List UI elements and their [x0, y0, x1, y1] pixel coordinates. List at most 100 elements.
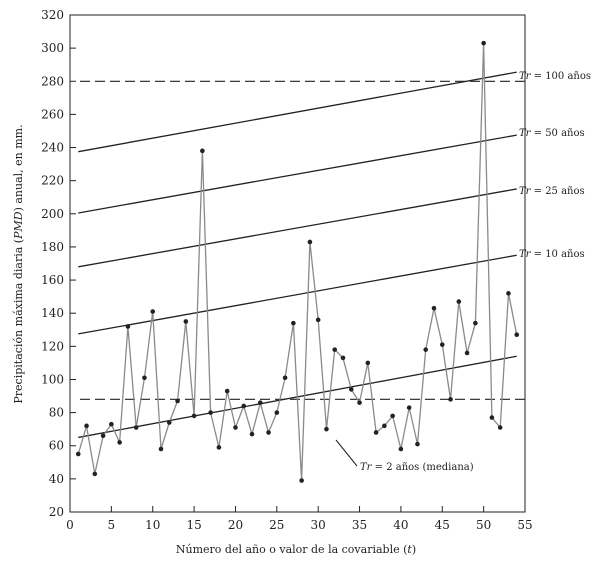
trend-line-tr10-label: Tr = 10 años [519, 249, 585, 260]
data-point-44 [431, 305, 437, 311]
y-tick-label-20: 20 [49, 505, 64, 519]
x-tick-label-35: 35 [352, 518, 367, 532]
x-tick-label-0: 0 [66, 518, 74, 532]
y-axis-title-suffix: ) anual, en mm. [12, 124, 25, 211]
trend-label-text: = 2 años (mediana) [371, 462, 473, 473]
data-point-1 [75, 451, 81, 457]
trend-label-text: = 100 años [530, 71, 591, 82]
data-point-23 [257, 400, 263, 405]
trend-label-var: Tr [519, 186, 532, 197]
y-tick-label-320: 320 [41, 8, 64, 22]
y-tick-label-200: 200 [41, 207, 64, 221]
y-tick-label-120: 120 [41, 339, 64, 353]
data-point-48 [464, 350, 470, 356]
data-point-30 [315, 317, 321, 323]
data-point-53 [506, 291, 511, 296]
data-point-3 [92, 471, 98, 477]
y-tick-label-160: 160 [41, 273, 64, 287]
data-point-6 [117, 440, 122, 445]
trend-label-var: Tr [519, 71, 532, 82]
data-point-39 [390, 413, 395, 419]
data-point-14 [183, 319, 189, 324]
data-point-37 [373, 430, 379, 435]
data-point-34 [348, 387, 354, 392]
x-tick-label-30: 30 [311, 518, 326, 532]
data-point-46 [448, 397, 453, 402]
x-axis-title-suffix: ) [412, 543, 416, 556]
x-tick-label-15: 15 [186, 518, 201, 532]
data-point-16 [200, 148, 205, 154]
data-point-49 [473, 320, 478, 326]
y-axis-title: Precipitación máxima diaria (PMD) anual,… [12, 124, 25, 403]
data-point-7 [125, 324, 131, 329]
data-point-28 [299, 478, 304, 483]
data-point-25 [274, 410, 280, 415]
data-point-40 [398, 446, 404, 452]
data-point-24 [266, 430, 271, 435]
y-tick-label-280: 280 [41, 74, 64, 88]
data-point-13 [175, 398, 180, 404]
y-tick-label-40: 40 [49, 472, 64, 486]
x-axis-title-var: t [407, 543, 412, 556]
data-point-35 [357, 400, 362, 405]
data-point-31 [324, 426, 329, 432]
trend-label-var: Tr [519, 249, 532, 260]
y-tick-label-300: 300 [41, 41, 64, 55]
data-point-54 [514, 332, 520, 338]
data-point-9 [142, 375, 147, 381]
series-line-0 [77, 43, 518, 481]
y-tick-label-100: 100 [41, 372, 64, 386]
data-point-15 [191, 413, 197, 419]
data-point-42 [415, 441, 420, 447]
x-tick-label-5: 5 [108, 518, 116, 532]
trend-line-tr50-label: Tr = 50 años [519, 128, 585, 139]
x-tick-label-45: 45 [435, 518, 450, 532]
data-point-10 [150, 309, 156, 314]
data-point-17 [208, 410, 213, 415]
x-tick-label-50: 50 [476, 518, 491, 532]
x-tick-label-40: 40 [393, 518, 408, 532]
x-tick-label-10: 10 [145, 518, 160, 532]
trend-label-text: = 25 años [530, 186, 584, 197]
data-point-8 [133, 425, 139, 430]
x-axis-title-prefix: Número del año o valor de la covariable … [176, 543, 408, 556]
y-tick-label-60: 60 [49, 439, 64, 453]
data-point-21 [241, 403, 247, 409]
data-point-41 [406, 405, 412, 410]
trend-line-tr25-label: Tr = 25 años [519, 186, 585, 197]
x-tick-label-25: 25 [269, 518, 284, 532]
trend-label-var: Tr [519, 128, 532, 139]
data-point-36 [365, 360, 371, 366]
y-axis-title-var: PMD [12, 211, 25, 240]
data-point-38 [382, 423, 387, 429]
trend-label-text: = 50 años [530, 128, 584, 139]
plot-frame [69, 14, 526, 513]
data-point-29 [307, 239, 313, 245]
x-axis-title: Número del año o valor de la covariable … [176, 543, 416, 556]
data-point-32 [332, 347, 338, 352]
y-tick-label-80: 80 [49, 406, 64, 420]
trend-line-tr10 [78, 254, 517, 335]
data-point-52 [497, 425, 503, 430]
data-point-47 [456, 299, 462, 304]
data-point-20 [233, 425, 238, 430]
data-point-27 [291, 320, 296, 326]
data-point-4 [100, 433, 106, 439]
median-label-leader [335, 439, 358, 467]
y-tick-label-220: 220 [41, 174, 64, 188]
y-axis-title-prefix: Precipitación máxima diaria ( [12, 239, 25, 404]
trend-line-tr50 [78, 134, 517, 214]
y-tick-label-240: 240 [41, 141, 64, 155]
data-point-5 [109, 421, 114, 427]
data-point-50 [481, 40, 486, 46]
data-point-19 [224, 388, 230, 394]
trend-label-var: Tr [360, 462, 373, 473]
y-tick-label-180: 180 [41, 240, 64, 254]
y-tick-label-260: 260 [41, 107, 64, 121]
x-tick-label-55: 55 [517, 518, 532, 532]
trend-line-tr25 [78, 188, 517, 268]
data-point-45 [439, 342, 445, 347]
trend-line-tr2-label: Tr = 2 años (mediana) [360, 462, 474, 473]
x-tick-label-20: 20 [228, 518, 243, 532]
